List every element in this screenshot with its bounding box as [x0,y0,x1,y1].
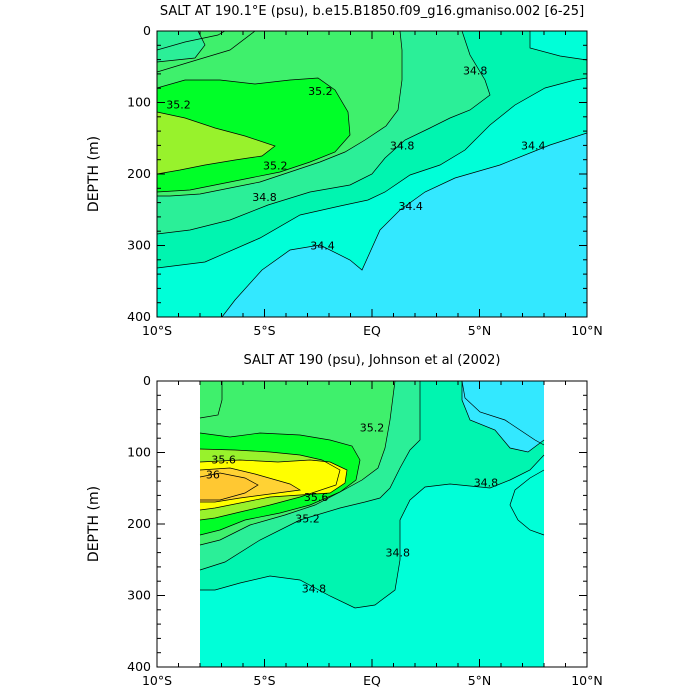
contour-label: 35.2 [263,159,288,172]
x-tick-label: 5°N [468,673,492,688]
obs-contour-line-35-8 [199,467,302,503]
x-tick-label: 5°S [253,673,275,688]
contour-label: 34.4 [310,240,335,253]
x-tick-label: 10°S [142,323,172,338]
contour-label: 34.8 [386,547,411,560]
contour-label: 35.2 [295,512,320,525]
obs-contour-line-34-4 [461,381,545,453]
y-tick-label: 300 [127,588,151,603]
contour-line-34-8 [157,31,491,235]
model-contour-labels: 35.2 35.2 35.2 34.8 34.8 34.8 34.4 34.4 34.4 [166,64,546,253]
y-tick-label: 200 [127,166,151,181]
contour-label: 34.8 [463,64,488,77]
contour-label: 34.8 [474,477,499,490]
contour-line-34-6 [157,31,587,269]
obs-contour-line-east [461,381,545,536]
contour-line-35-0 [157,31,403,197]
contour-label: 35.6 [304,491,329,504]
x-tick-label: 5°S [253,323,275,338]
contour-line-35-2 [157,31,351,193]
obs-contour-line-34-8 [199,381,421,571]
x-tick-label: 10°N [571,673,603,688]
model-y-tick-labels: 0 100 200 300 400 [127,23,151,324]
observation-filled-contours [200,381,544,667]
model-title: SALT AT 190.1°E (psu), b.e15.B1850.f09_g… [160,4,584,19]
contour-label: 34.8 [302,582,327,595]
x-tick-label: 10°S [142,673,172,688]
model-y-axis-label: DEPTH (m) [86,136,102,212]
y-tick-label: 0 [143,23,151,38]
observation-tick-marks [156,380,588,668]
x-tick-label: 10°N [571,323,603,338]
observation-y-tick-labels: 0 100 200 300 400 [127,373,151,674]
obs-contour-lines [199,381,545,609]
contour-label: 35.2 [360,421,385,434]
model-tick-marks [156,30,588,318]
model-contour-lines [157,31,587,317]
salinity-band-35-4-35-6 [157,112,275,174]
contour-label: 36 [206,469,220,482]
contour-label: 34.4 [398,200,423,213]
observation-y-axis-label: DEPTH (m) [86,486,102,562]
obs-contour-line-34-6 [200,454,545,609]
contour-label: 35.6 [211,454,236,467]
contour-line-34-4 [221,132,587,317]
contour-line-35-4 [157,111,276,175]
obs-contour-line-35-6 [199,459,348,511]
contour-label: 35.2 [308,85,333,98]
observation-title: SALT AT 190 (psu), Johnson et al (2002) [243,353,500,368]
y-tick-label: 100 [127,445,151,460]
y-tick-label: 100 [127,95,151,110]
observation-contour-labels: 35.6 36 35.6 35.2 35.2 34.8 34.8 34.8 [206,421,499,595]
salinity-band-surface-fresh [157,31,205,62]
obs-contour-line-35-4 [199,448,341,521]
y-tick-label: 0 [143,373,151,388]
y-tick-label: 400 [127,659,151,674]
model-x-tick-labels: 10°S 5°S EQ 5°N 10°N [142,323,603,338]
y-tick-label: 400 [127,309,151,324]
y-tick-label: 300 [127,238,151,253]
x-tick-label: 5°N [468,323,492,338]
observation-x-tick-labels: 10°S 5°S EQ 5°N 10°N [142,673,603,688]
obs-contour-line-35-2 [199,381,361,536]
obs-salinity-band-lt-34-4 [462,381,544,452]
contour-label: 34.8 [252,191,277,204]
contour-label: 34.8 [390,139,415,152]
obs-contour-line-36 [199,472,259,501]
x-tick-label: EQ [363,673,381,688]
contour-label: 35.2 [166,99,191,112]
contour-label: 34.4 [521,139,546,152]
y-tick-label: 200 [127,516,151,531]
x-tick-label: EQ [363,323,381,338]
